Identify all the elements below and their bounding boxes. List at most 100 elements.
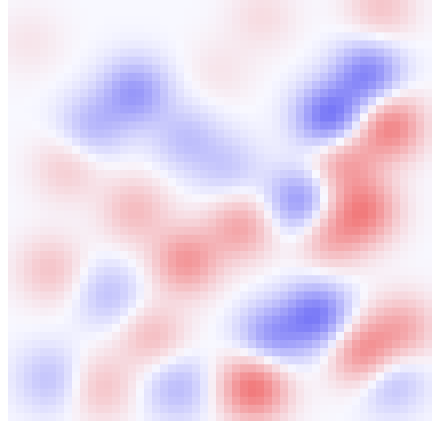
heatmap-cell	[120, 32, 129, 42]
heatmap-cell	[408, 250, 417, 260]
heatmap-cell	[408, 259, 417, 268]
heatmap-cell	[208, 283, 217, 293]
heatmap-cell	[368, 202, 377, 212]
heatmap-cell	[216, 348, 225, 357]
heatmap-cell	[352, 348, 361, 357]
heatmap-cell	[208, 105, 217, 114]
heatmap-cell	[272, 218, 281, 228]
heatmap-cell	[344, 323, 353, 333]
heatmap-cell	[240, 121, 249, 131]
heatmap-cell	[400, 137, 409, 147]
heatmap-cell	[80, 275, 89, 284]
heatmap-cell	[136, 153, 145, 163]
heatmap-cell	[264, 48, 273, 58]
heatmap-cell	[64, 40, 73, 50]
heatmap-cell	[288, 202, 297, 212]
heatmap-cell	[128, 24, 137, 33]
heatmap-cell	[160, 275, 169, 284]
heatmap-cell	[48, 145, 57, 155]
heatmap-cell	[376, 372, 385, 382]
heatmap-cell	[8, 210, 17, 220]
heatmap-cell	[360, 24, 369, 33]
heatmap-cell	[264, 72, 273, 82]
heatmap-cell	[168, 267, 177, 276]
heatmap-cell	[144, 364, 153, 374]
heatmap-cell	[40, 331, 49, 341]
heatmap-cell	[8, 170, 17, 179]
heatmap-cell	[296, 80, 305, 90]
heatmap-cell	[352, 178, 361, 187]
heatmap-cell	[32, 323, 41, 333]
heatmap-cell	[280, 80, 289, 90]
heatmap-cell	[72, 283, 81, 293]
heatmap-cell	[176, 340, 185, 349]
heatmap-cell	[24, 242, 33, 252]
heatmap-cell	[280, 356, 289, 365]
heatmap-cell	[184, 194, 193, 204]
heatmap-cell	[112, 0, 121, 9]
heatmap-cell	[280, 202, 289, 212]
heatmap-cell	[360, 0, 369, 9]
heatmap-cell	[56, 137, 65, 147]
heatmap-cell	[320, 56, 329, 66]
heatmap-cell	[184, 259, 193, 268]
heatmap-cell	[40, 186, 49, 195]
heatmap-cell	[360, 56, 369, 66]
heatmap-cell	[400, 340, 409, 349]
heatmap-cell	[352, 299, 361, 309]
heatmap-cell	[8, 275, 17, 284]
heatmap-cell	[72, 194, 81, 204]
heatmap-cell	[176, 64, 185, 74]
heatmap-cell	[24, 186, 33, 195]
heatmap-cell	[192, 24, 201, 33]
heatmap-cell	[296, 372, 305, 382]
heatmap-cell	[376, 178, 385, 187]
heatmap-cell	[112, 89, 121, 98]
heatmap-cell	[240, 24, 249, 33]
heatmap-cell	[152, 113, 161, 123]
heatmap-cell	[384, 8, 393, 17]
heatmap-cell	[176, 234, 185, 244]
heatmap-cell	[152, 89, 161, 98]
heatmap-cell	[160, 242, 169, 252]
heatmap-cell	[104, 404, 113, 414]
heatmap-cell	[264, 396, 273, 406]
heatmap-cell	[184, 291, 193, 301]
heatmap-cell	[168, 234, 177, 244]
heatmap-cell	[424, 364, 432, 374]
heatmap-cell	[232, 404, 241, 414]
heatmap-cell	[176, 16, 185, 25]
heatmap-cell	[400, 380, 409, 390]
heatmap-cell	[208, 89, 217, 98]
heatmap-cell	[32, 412, 41, 421]
heatmap-cell	[248, 145, 257, 155]
heatmap-cell	[56, 64, 65, 74]
heatmap-cell	[416, 178, 425, 187]
heatmap-cell	[360, 202, 369, 212]
heatmap-cell	[144, 291, 153, 301]
heatmap-cell	[144, 283, 153, 293]
heatmap-cell	[208, 0, 217, 9]
heatmap-cell	[256, 113, 265, 123]
heatmap-cell	[264, 80, 273, 90]
heatmap-cell	[176, 145, 185, 155]
heatmap-cell	[88, 364, 97, 374]
heatmap-cell	[344, 218, 353, 228]
heatmap-cell	[288, 259, 297, 268]
heatmap-cell	[136, 259, 145, 268]
heatmap-cell	[200, 186, 209, 195]
heatmap-cell	[408, 137, 417, 147]
heatmap-cell	[272, 364, 281, 374]
heatmap-cell	[344, 226, 353, 236]
heatmap-cell	[264, 291, 273, 301]
heatmap-cell	[240, 348, 249, 357]
heatmap-cell	[272, 89, 281, 98]
heatmap-cell	[320, 364, 329, 374]
heatmap-cell	[184, 226, 193, 236]
heatmap-cell	[96, 72, 105, 82]
heatmap-cell	[256, 340, 265, 349]
heatmap-cell	[280, 178, 289, 187]
heatmap-cell	[128, 161, 137, 171]
heatmap-cell	[192, 0, 201, 9]
heatmap-cell	[280, 396, 289, 406]
